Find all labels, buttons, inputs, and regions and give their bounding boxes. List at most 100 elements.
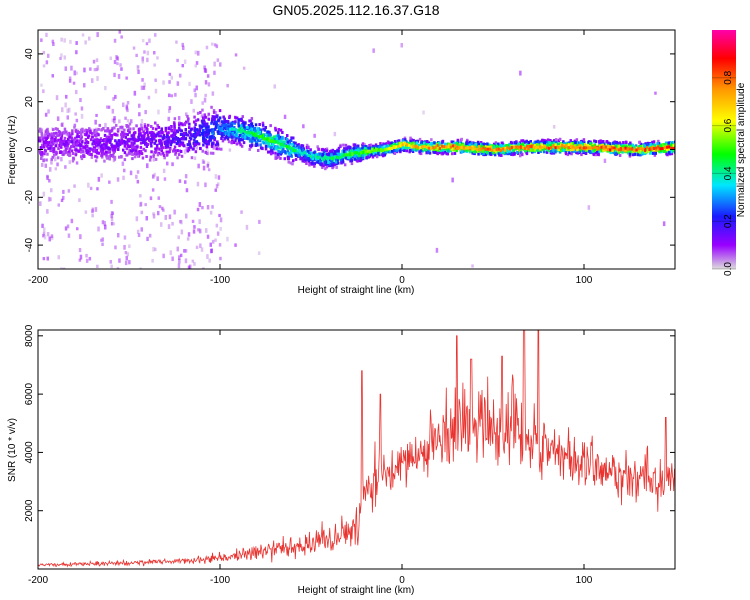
- spectrogram-cell: [461, 150, 464, 153]
- spectrogram-cell: [514, 147, 517, 151]
- spectrogram-cell: [187, 148, 191, 152]
- spectrogram-noise-cell: [206, 74, 210, 78]
- spectrogram-cell: [203, 123, 206, 127]
- spectrogram-ridge-cell: [333, 155, 337, 159]
- spectrogram-cell: [178, 123, 181, 127]
- spectrogram-cell: [207, 139, 211, 143]
- spectrogram-cell: [287, 160, 290, 164]
- spectrogram-cell: [215, 147, 218, 151]
- spectrogram-ridge-cell: [283, 144, 286, 148]
- spectrogram-ridge-cell: [353, 151, 356, 155]
- spectrogram-cell: [557, 148, 560, 151]
- spectrogram-cell: [316, 154, 320, 158]
- spectrogram-cell: [609, 151, 612, 155]
- spectrogram-cell: [404, 138, 407, 142]
- spectrogram-noise-cell: [118, 258, 121, 263]
- spectrogram-cell: [412, 138, 415, 142]
- spectrogram-ridge-cell: [606, 148, 610, 152]
- spectrogram-cell: [447, 142, 451, 146]
- spectrogram-noise-cell: [47, 53, 50, 58]
- spectrogram-cell: [276, 152, 280, 156]
- spectrogram-cell: [139, 145, 143, 149]
- spectrogram-cell: [220, 137, 223, 140]
- spectrogram-cell: [326, 158, 329, 162]
- spectrogram-ridge-cell: [482, 146, 485, 150]
- spectrogram-cell: [350, 149, 353, 153]
- spectrogram-cell: [361, 142, 365, 146]
- spectrogram-ridge-cell: [657, 145, 660, 149]
- spectrogram-cell: [309, 148, 312, 152]
- spectrogram-cell: [210, 105, 213, 109]
- spectrogram-cell: [281, 135, 284, 139]
- spectrogram-cell: [288, 152, 291, 156]
- spectrogram-cell: [211, 117, 215, 121]
- spectrogram-noise-cell: [157, 210, 160, 216]
- spectrogram-cell: [230, 121, 233, 125]
- spectrogram-ridge-cell: [556, 145, 559, 149]
- spectrogram-cell: [145, 137, 149, 141]
- spectrogram-cell: [125, 153, 129, 157]
- spectrogram-cell: [143, 123, 147, 126]
- spectrogram-cell: [599, 147, 603, 151]
- spectrogram-cell: [269, 152, 273, 156]
- spectrogram-cell: [159, 141, 162, 145]
- spectrogram-cell: [366, 155, 369, 159]
- spectrogram-ridge-cell: [266, 137, 269, 141]
- spectrogram-noise-cell: [125, 76, 128, 80]
- spectrogram-cell: [115, 123, 118, 127]
- spectrogram-cell: [126, 124, 130, 128]
- spectrogram-noise-cell: [195, 245, 199, 249]
- spectrogram-cell: [331, 166, 334, 170]
- spectrogram-cell: [227, 125, 230, 129]
- spectrogram-cell: [349, 159, 352, 163]
- spectrogram-ridge-cell: [582, 146, 586, 150]
- spectrogram-cell: [157, 125, 161, 129]
- spectrogram-cell: [553, 139, 556, 143]
- spectrogram-cell: [550, 151, 553, 155]
- spectrogram-cell: [178, 149, 181, 153]
- spectrogram-cell: [452, 140, 455, 144]
- spectrogram-cell: [582, 138, 586, 142]
- spectrogram-cell: [164, 126, 168, 130]
- spectrogram-ridge-cell: [484, 147, 487, 151]
- spectrogram-noise-cell: [168, 108, 171, 113]
- spectrogram-cell: [458, 143, 462, 147]
- spectrogram-cell: [637, 149, 641, 153]
- spectrogram-cell: [87, 148, 91, 151]
- spectrogram-cell: [118, 155, 121, 159]
- spectrogram-cell: [113, 155, 117, 159]
- spectrogram-cell: [460, 137, 463, 141]
- spectrogram-ridge-cell: [382, 149, 385, 152]
- spectrogram-ridge-cell: [375, 148, 378, 152]
- x-tick-label: 100: [576, 575, 593, 586]
- spectrogram-cell: [631, 149, 634, 153]
- spectrogram-cell: [223, 126, 226, 130]
- snr-frame: [37, 329, 676, 570]
- spectrogram-noise-cell: [50, 188, 53, 193]
- spectrogram-noise-cell: [171, 162, 174, 167]
- spectrogram-noise-cell: [176, 58, 179, 63]
- spectrogram-noise-cell: [152, 246, 155, 252]
- spectrogram-cell: [589, 142, 592, 146]
- spectrogram-cell: [292, 141, 296, 145]
- spectrogram-cell: [410, 148, 414, 152]
- spectrogram-noise-cell: [195, 146, 198, 150]
- spectrogram-cell: [403, 136, 407, 140]
- spectrogram-noise-cell: [88, 256, 92, 261]
- spectrogram-cell: [230, 124, 234, 127]
- spectrogram-cell: [568, 151, 571, 155]
- spectrogram-noise-cell: [153, 172, 156, 177]
- spectrogram-cell: [58, 144, 61, 147]
- spectrogram-cell: [102, 145, 106, 149]
- spectrogram-cell: [159, 134, 162, 138]
- spectrogram-cell: [492, 146, 495, 150]
- spectrogram-cell: [152, 152, 156, 156]
- spectrogram-cell: [583, 143, 586, 147]
- spectrogram-ridge-cell: [432, 146, 435, 150]
- spectrogram-noise-cell: [100, 173, 103, 178]
- spectrogram-cell: [509, 140, 513, 144]
- spectrogram-cell: [660, 149, 663, 152]
- spectrogram-cell: [40, 131, 43, 135]
- spectrogram-cell: [108, 155, 111, 159]
